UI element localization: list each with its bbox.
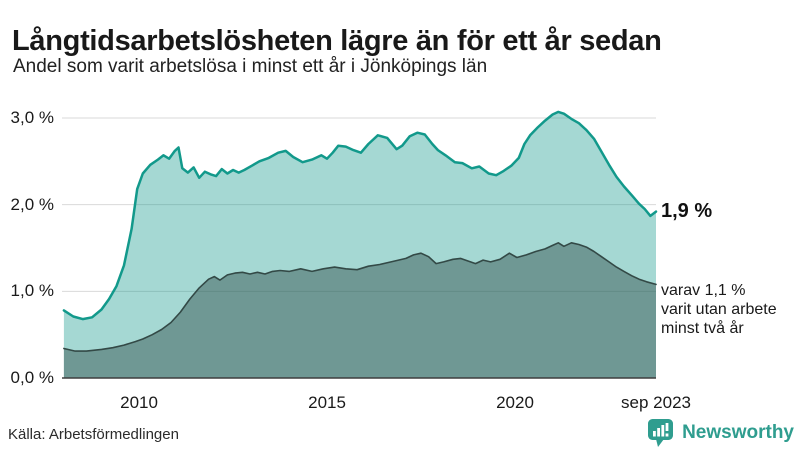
y-tick-label: 3,0 %	[10, 108, 54, 127]
series-end-value-label: 1,9 %	[661, 200, 713, 222]
chart-subtitle: Andel som varit arbetslösa i minst ett å…	[13, 56, 488, 77]
y-tick-label: 0,0 %	[10, 368, 54, 387]
y-tick-label: 2,0 %	[10, 194, 54, 214]
area-series-2	[63, 242, 656, 378]
series2-annotation: varav 1,1 % varit utan arbete minst två …	[661, 281, 777, 338]
line-series-2	[63, 242, 657, 352]
gridlines	[62, 117, 656, 292]
chart-title: Långtidsarbetslösheten lägre än för ett …	[12, 25, 662, 58]
newsworthy-logo[interactable]: Newsworthy	[647, 418, 794, 448]
newsworthy-bubble-chart-icon	[648, 419, 674, 447]
y-tick-label: 1,0 %	[10, 281, 54, 301]
chart-series	[62, 110, 658, 379]
source-credit: Källa: Arbetsförmedlingen	[8, 426, 179, 443]
annotation-line-2: varit utan arbete	[661, 301, 777, 318]
area-series-1	[63, 111, 656, 379]
newsworthy-wordmark: Newsworthy	[682, 422, 794, 443]
x-tick-label: 2015	[308, 393, 346, 412]
x-tick-label: 2020	[496, 393, 534, 412]
annotation-line-1: varav 1,1 %	[661, 282, 746, 299]
annotation-line-3: minst två år	[661, 320, 744, 337]
line-series-1	[62, 110, 658, 321]
x-tick-label: 2010	[120, 393, 158, 412]
x-tick-label: sep 2023	[621, 393, 691, 412]
